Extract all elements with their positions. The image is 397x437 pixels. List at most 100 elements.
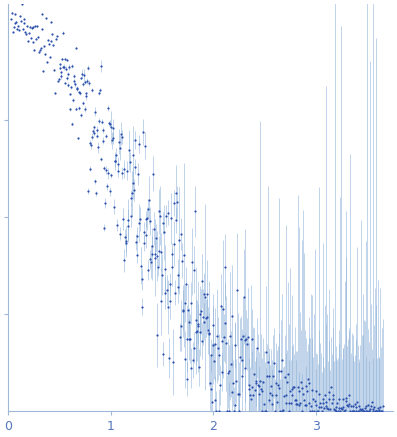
Point (331, 406, 337, 413)
Point (100, 224, 107, 231)
Point (269, 400, 276, 407)
Point (65, 70, 71, 77)
Point (215, 351, 222, 358)
Point (126, 146, 132, 153)
Point (104, 183, 110, 190)
Point (362, 404, 368, 411)
Point (57, 64, 63, 71)
Point (270, 372, 276, 379)
Point (148, 243, 155, 250)
Point (86, 79, 92, 86)
Point (253, 380, 260, 387)
Point (203, 315, 209, 322)
Point (298, 378, 304, 385)
Point (343, 398, 349, 405)
Point (319, 400, 326, 407)
Point (252, 386, 258, 393)
Point (47, 18, 54, 25)
Point (340, 395, 347, 402)
Point (136, 140, 143, 147)
Point (325, 406, 331, 413)
Point (83, 90, 89, 97)
Point (64, 74, 70, 81)
Point (145, 205, 151, 212)
Point (75, 89, 82, 96)
Point (289, 385, 296, 392)
Point (276, 367, 282, 374)
Point (46, 53, 53, 60)
Point (245, 333, 251, 340)
Point (264, 373, 270, 380)
Point (100, 137, 106, 144)
Point (135, 170, 141, 177)
Point (266, 373, 273, 380)
Point (248, 396, 254, 403)
Point (258, 385, 264, 392)
Point (345, 392, 352, 399)
Point (328, 384, 334, 391)
Point (157, 212, 163, 219)
Point (56, 76, 62, 83)
Point (140, 128, 146, 135)
Point (31, 46, 38, 53)
Point (146, 197, 152, 204)
Point (188, 300, 195, 307)
Point (189, 258, 195, 265)
Point (315, 407, 321, 414)
Point (284, 379, 290, 386)
Point (45, 37, 51, 44)
Point (66, 63, 72, 70)
Point (191, 266, 197, 273)
Point (317, 399, 324, 406)
Point (9, 9, 15, 16)
Point (85, 64, 91, 71)
Point (228, 361, 234, 368)
Point (239, 357, 246, 364)
Point (125, 222, 131, 229)
Point (152, 251, 158, 258)
Point (164, 287, 170, 294)
Point (275, 381, 281, 388)
Point (85, 187, 92, 194)
Point (72, 81, 78, 88)
Point (296, 387, 303, 394)
Point (335, 407, 341, 414)
Point (173, 216, 179, 223)
Point (200, 314, 206, 321)
Point (293, 401, 299, 408)
Point (195, 320, 202, 327)
Point (199, 277, 206, 284)
Point (377, 404, 384, 411)
Point (187, 335, 193, 342)
Point (324, 404, 330, 411)
Point (192, 208, 198, 215)
Point (222, 264, 228, 271)
Point (240, 332, 247, 339)
Point (245, 385, 252, 392)
Point (81, 72, 87, 79)
Point (43, 15, 49, 22)
Point (198, 338, 205, 345)
Point (372, 407, 379, 414)
Point (87, 165, 93, 172)
Point (96, 118, 102, 125)
Point (373, 407, 380, 414)
Point (108, 172, 114, 179)
Point (92, 178, 98, 185)
Point (303, 402, 310, 409)
Point (20, 16, 27, 23)
Point (226, 368, 233, 375)
Point (241, 293, 247, 300)
Point (131, 163, 138, 170)
Point (171, 240, 177, 247)
Point (72, 105, 79, 112)
Point (73, 45, 79, 52)
Point (41, 43, 48, 50)
Point (58, 72, 65, 79)
Point (329, 399, 335, 406)
Point (160, 219, 167, 226)
Point (229, 313, 235, 320)
Point (343, 395, 349, 402)
Point (54, 32, 60, 39)
Point (158, 248, 164, 255)
